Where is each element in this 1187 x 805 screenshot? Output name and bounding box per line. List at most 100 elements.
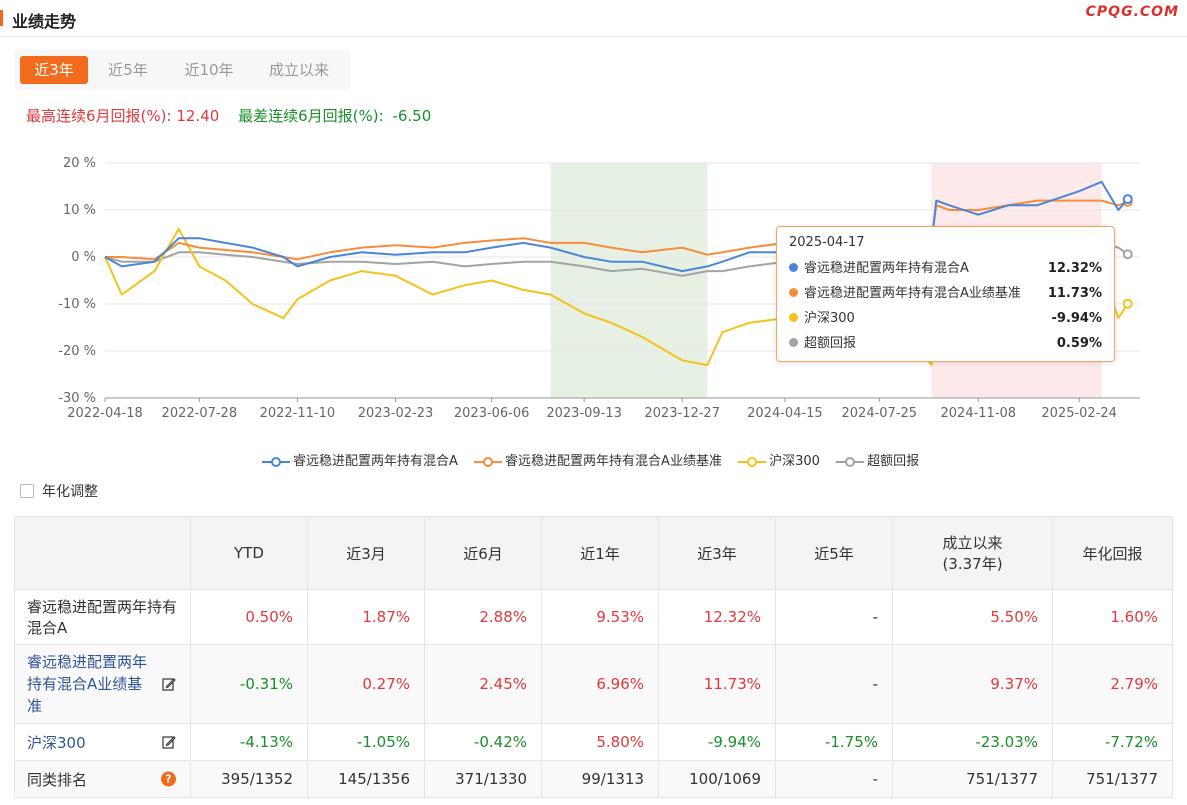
table-cell: -0.31% (190, 644, 308, 724)
tab-10y[interactable]: 近10年 (184, 61, 234, 79)
performance-table: YTD 近3月 近6月 近1年 近3年 近5年 成立以来 (3.37年) 年化回报… (14, 516, 1173, 798)
header-accent-bar (0, 10, 3, 26)
table-header-cell: 近6月 (424, 516, 542, 590)
section-title: 业绩走势 (12, 12, 77, 31)
table-cell: 1.60% (1052, 589, 1173, 645)
legend-item-excess[interactable]: 超额回报 (836, 450, 919, 469)
tooltip-series-name: 睿远稳进配置两年持有混合A业绩基准 (804, 286, 1021, 301)
table-cell: 5.80% (541, 723, 659, 761)
annualize-checkbox[interactable] (20, 484, 34, 498)
x-tick-label: 2022-04-18 (67, 406, 143, 421)
table-row: 睿远稳进配置两年持有混合A业绩基准 -0.31% 0.27% 2.45% 6.9… (14, 644, 1173, 724)
x-tick-label: 2022-07-28 (162, 406, 238, 421)
tooltip-row: 沪深300 -9.94% (789, 309, 1102, 329)
help-icon[interactable]: ? (161, 771, 176, 787)
table-cell: -0.42% (424, 723, 542, 761)
table-header-cell: 近3年 (658, 516, 776, 590)
legend-label: 睿远稳进配置两年持有混合A业绩基准 (505, 454, 722, 469)
tooltip-row: 超额回报 0.59% (789, 334, 1102, 354)
table-header-cell: 年化回报 (1052, 516, 1173, 590)
table-cell: 395/1352 (190, 760, 308, 798)
table-cell: 100/1069 (658, 760, 776, 798)
series-dot-icon (789, 313, 798, 322)
period-tabs: 近3年 近5年 近10年 成立以来 (14, 50, 350, 90)
y-tick-label: 20 % (63, 156, 96, 171)
row-name-cell[interactable]: 沪深300 (14, 723, 191, 761)
row-name-cell: 同类排名 ? (14, 760, 191, 798)
table-cell: 2.88% (424, 589, 542, 645)
legend-item-fund[interactable]: 睿远稳进配置两年持有混合A (262, 450, 458, 469)
table-header-cell: YTD (190, 516, 308, 590)
worst-6m-label: 最差连续6月回报(%): (238, 107, 384, 125)
tab-3y[interactable]: 近3年 (20, 56, 88, 84)
x-tick-label: 2023-09-13 (546, 406, 622, 421)
legend-label: 沪深300 (769, 454, 820, 469)
table-cell: 11.73% (658, 644, 776, 724)
legend-line-icon (474, 456, 503, 467)
x-tick-label: 2024-04-15 (747, 406, 823, 421)
series-dot-icon (789, 338, 798, 347)
x-tick-label: 2024-07-25 (842, 406, 918, 421)
table-header-cell: 近3月 (307, 516, 425, 590)
return-stats: 最高连续6月回报(%): 12.40 最差连续6月回报(%): -6.50 (26, 105, 431, 126)
table-header-cell: 近1年 (541, 516, 659, 590)
table-header-cell (14, 516, 191, 590)
y-tick-label: -20 % (58, 344, 96, 359)
row-name: 睿远稳进配置两年持有混合A (14, 589, 191, 645)
table-cell: 1.87% (307, 589, 425, 645)
tooltip-series-value: 11.73% (1047, 286, 1102, 301)
table-cell: -1.75% (775, 723, 893, 761)
table-header-cell: 成立以来 (3.37年) (892, 516, 1053, 590)
table-cell: 9.37% (892, 644, 1053, 724)
legend-item-csi300[interactable]: 沪深300 (738, 450, 820, 469)
edit-icon[interactable] (162, 677, 176, 691)
legend-label: 超额回报 (867, 454, 920, 469)
table-cell: - (775, 644, 893, 724)
tooltip-row: 睿远稳进配置两年持有混合A 12.32% (789, 259, 1102, 279)
y-tick-label: -10 % (58, 297, 96, 312)
row-name[interactable]: 沪深300 (27, 733, 86, 752)
table-cell: 6.96% (541, 644, 659, 724)
x-tick-label: 2022-11-10 (260, 406, 336, 421)
table-cell: 0.50% (190, 589, 308, 645)
tab-5y[interactable]: 近5年 (108, 61, 148, 79)
legend-item-benchmark[interactable]: 睿远稳进配置两年持有混合A业绩基准 (474, 450, 722, 469)
row-name: 同类排名 (27, 770, 88, 789)
table-header-row: YTD 近3月 近6月 近1年 近3年 近5年 成立以来 (3.37年) 年化回报 (14, 516, 1173, 590)
table-row: 睿远稳进配置两年持有混合A 0.50% 1.87% 2.88% 9.53% 12… (14, 589, 1173, 645)
row-name-cell[interactable]: 睿远稳进配置两年持有混合A业绩基准 (14, 644, 191, 724)
series-line (104, 180, 1129, 273)
edit-icon[interactable] (162, 735, 176, 749)
table-cell: - (775, 589, 893, 645)
tab-since-inception[interactable]: 成立以来 (268, 61, 329, 79)
legend-line-icon (262, 456, 290, 467)
legend-line-icon (836, 456, 865, 467)
tooltip-date: 2025-04-17 (789, 235, 865, 250)
tooltip-series-name: 睿远稳进配置两年持有混合A (804, 261, 969, 276)
legend-line-icon (738, 456, 767, 467)
table-cell: 2.79% (1052, 644, 1173, 724)
table-cell: 751/1377 (892, 760, 1053, 798)
x-tick-label: 2025-02-24 (1041, 406, 1117, 421)
table-header-cell: 近5年 (775, 516, 893, 590)
row-name[interactable]: 睿远稳进配置两年持有混合A业绩基准 (27, 653, 148, 715)
table-cell: 751/1377 (1052, 760, 1173, 798)
header-sub-text: (3.37年) (942, 555, 1003, 573)
table-cell: -1.05% (307, 723, 425, 761)
table-cell: 371/1330 (424, 760, 542, 798)
table-cell: 145/1356 (307, 760, 425, 798)
y-tick-label: 10 % (63, 203, 96, 218)
series-end-point (1122, 298, 1133, 309)
table-cell: 9.53% (541, 589, 659, 645)
table-cell: 12.32% (658, 589, 776, 645)
x-tick-label: 2023-12-27 (644, 406, 720, 421)
chart-tooltip: 2025-04-17 睿远稳进配置两年持有混合A 12.32% 睿远稳进配置两年… (776, 226, 1115, 362)
table-cell: -9.94% (658, 723, 776, 761)
table-cell: 2.45% (424, 644, 542, 724)
annualize-toggle[interactable]: 年化调整 (20, 481, 98, 501)
table-cell: -7.72% (1052, 723, 1173, 761)
table-cell: - (775, 760, 893, 798)
table-cell: -23.03% (892, 723, 1053, 761)
table-row: 同类排名 ? 395/1352 145/1356 371/1330 99/131… (14, 760, 1173, 798)
legend-label: 睿远稳进配置两年持有混合A (293, 454, 458, 469)
